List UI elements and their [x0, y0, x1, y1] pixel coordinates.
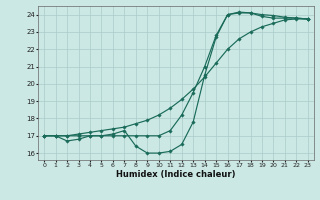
X-axis label: Humidex (Indice chaleur): Humidex (Indice chaleur) [116, 170, 236, 179]
